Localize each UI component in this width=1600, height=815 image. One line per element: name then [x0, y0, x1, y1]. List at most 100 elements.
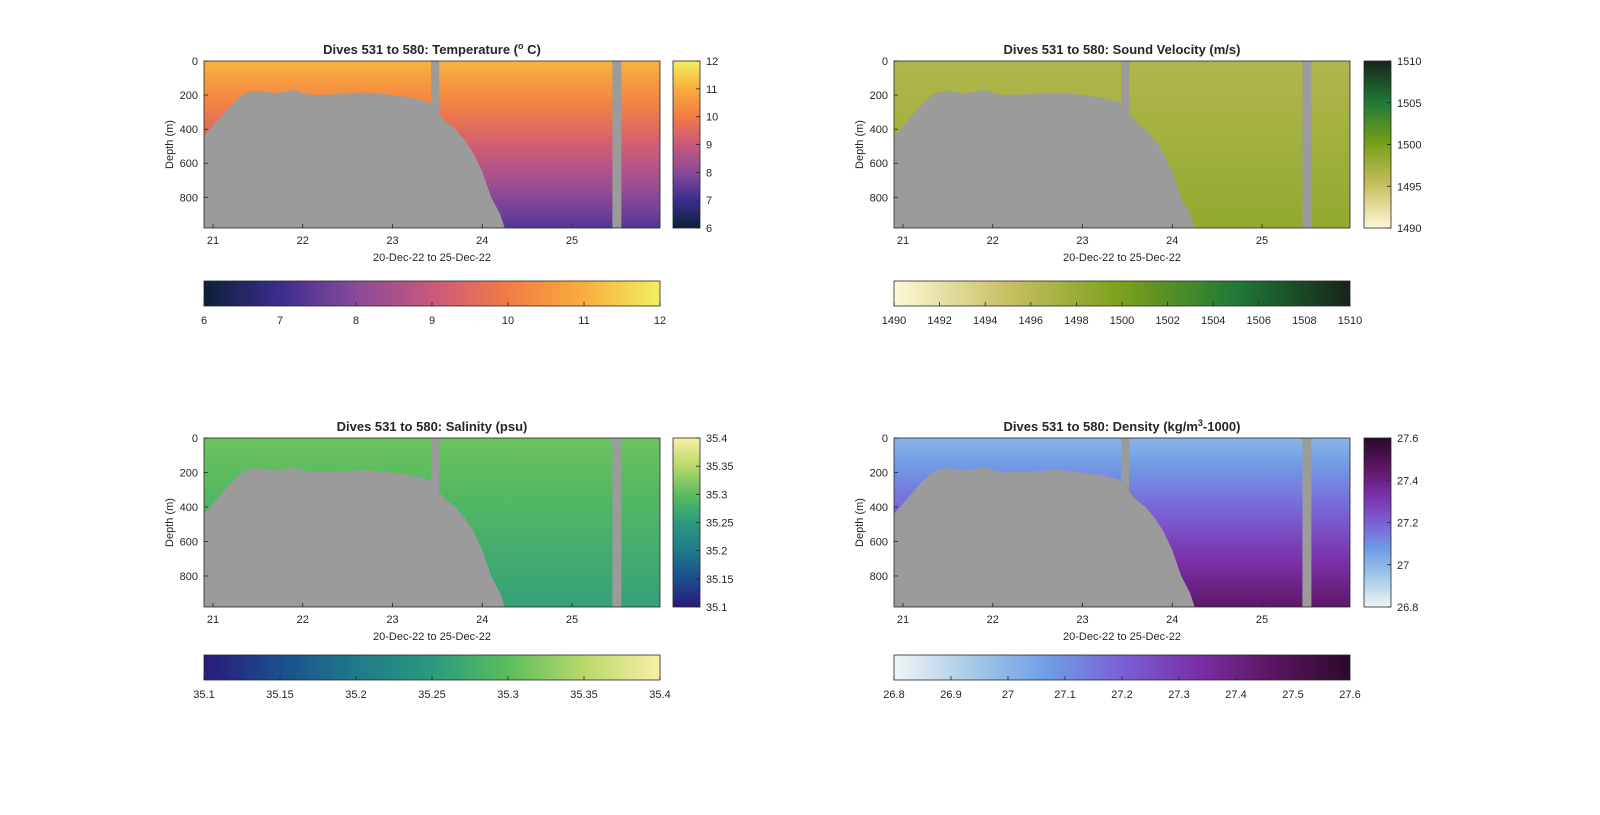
colorbar-h-tick-label: 27.4: [1225, 689, 1246, 701]
y-tick-label: 800: [180, 192, 198, 204]
no-data-mask: [894, 89, 1195, 228]
colorbar-h-tick-label: 12: [654, 315, 666, 327]
colorbar-h-tick-label: 26.9: [940, 689, 961, 701]
y-tick-label: 0: [192, 433, 198, 445]
colorbar-h-tick-label: 1506: [1247, 315, 1271, 327]
colorbar-h-tick-label: 1500: [1110, 315, 1134, 327]
colorbar-tick-label: 27.4: [1397, 475, 1418, 487]
x-tick-label: 25: [566, 614, 578, 626]
colorbar-vertical: [672, 437, 701, 608]
chart-title: Dives 531 to 580: Density (kg/m3-1000): [1004, 418, 1241, 434]
no-data-mask: [204, 89, 505, 228]
y-tick-label: 800: [870, 571, 888, 583]
colorbar-h-tick-label: 35.4: [649, 689, 670, 701]
y-tick-label: 400: [870, 502, 888, 514]
colorbar-h-tick-label: 9: [429, 315, 435, 327]
colorbar-h-tick-label: 11: [578, 315, 589, 327]
colorbar-horizontal: [203, 280, 661, 307]
data-gap: [1121, 438, 1130, 607]
colorbar-tick-label: 35.25: [706, 518, 734, 530]
colorbar-vertical: [1363, 437, 1392, 608]
plot-frame: [203, 60, 661, 229]
y-axis-label: Depth (m): [854, 498, 866, 547]
title-tail: -1000): [1203, 419, 1241, 434]
chart-title: Dives 531 to 580: Temperature (o C): [323, 41, 541, 57]
colorbar-h-tick-label: 10: [502, 315, 514, 327]
y-tick-label: 600: [870, 158, 888, 170]
x-tick-label: 21: [897, 235, 909, 247]
colorbar-h-tick-label: 26.8: [883, 689, 904, 701]
colorbar-h-tick-label: 27.1: [1054, 689, 1075, 701]
y-tick-label: 800: [870, 192, 888, 204]
x-axis-label: 20-Dec-22 to 25-Dec-22: [1063, 631, 1181, 643]
no-data-mask: [204, 467, 505, 607]
y-tick-label: 200: [870, 90, 888, 102]
panel-2: 0 200 400 600 800 21 22 23 24 25 20-Dec-22 to 25-D…: [164, 419, 734, 701]
x-tick-label: 22: [297, 614, 309, 626]
colorbar-tick-label: 35.2: [706, 546, 727, 558]
y-tick-label: 400: [180, 124, 198, 136]
y-tick-label: 600: [870, 536, 888, 548]
chart-title: Dives 531 to 580: Salinity (psu): [337, 419, 528, 434]
y-axis-label: Depth (m): [164, 498, 176, 547]
y-tick-label: 400: [180, 502, 198, 514]
colorbar-tick-label: 35.4: [706, 433, 727, 445]
colorbar-h-tick-label: 35.35: [570, 689, 598, 701]
x-tick-label: 25: [566, 235, 578, 247]
data-gap: [612, 438, 622, 607]
title-text: Dives 531 to 580: Salinity (psu): [337, 419, 528, 434]
heatmap-field: [204, 438, 660, 607]
plot-frame: [893, 60, 1351, 229]
colorbar-horizontal: [203, 654, 661, 681]
colorbar-h-tick-label: 1494: [973, 315, 997, 327]
colorbar-tick-label: 8: [706, 167, 712, 179]
x-tick-label: 24: [476, 235, 488, 247]
x-tick-label: 24: [1166, 235, 1178, 247]
colorbar-tick-label: 6: [706, 223, 712, 235]
colorbar-tick-label: 27: [1397, 560, 1409, 572]
colorbar-h-tick-label: 35.3: [497, 689, 518, 701]
colorbar-vertical: [1363, 60, 1392, 229]
title-tail: C): [524, 42, 541, 57]
panel-1: 0 200 400 600 800 21 22 23 24 25 20-Dec-22 to 25-D…: [854, 42, 1421, 327]
x-tick-label: 22: [987, 614, 999, 626]
x-axis-label: 20-Dec-22 to 25-Dec-22: [373, 252, 491, 264]
x-tick-label: 22: [987, 235, 999, 247]
colorbar-h-tick-label: 1508: [1292, 315, 1316, 327]
title-text: Dives 531 to 580: Sound Velocity (m/s): [1004, 42, 1241, 57]
heatmap-field: [894, 438, 1350, 607]
colorbar-tick-label: 11: [706, 84, 717, 96]
colorbar-tick-label: 35.3: [706, 489, 727, 501]
title-text: Dives 531 to 580: Temperature (: [323, 42, 519, 57]
y-tick-label: 0: [192, 56, 198, 68]
x-tick-label: 21: [897, 614, 909, 626]
title-superscript: 3: [1198, 418, 1203, 428]
colorbar-h-tick-label: 7: [277, 315, 283, 327]
colorbar-h-tick-label: 27.5: [1282, 689, 1303, 701]
colorbar-tick-label: 27.2: [1397, 518, 1418, 530]
x-tick-label: 23: [1076, 235, 1088, 247]
colorbar-h-tick-label: 35.15: [266, 689, 294, 701]
data-gap: [1302, 61, 1312, 228]
no-data-mask: [894, 467, 1195, 607]
panel-3: 0 200 400 600 800 21 22 23 24 25 20-Dec-22 to 25-D…: [854, 418, 1418, 701]
colorbar-h-tick-label: 27.2: [1111, 689, 1132, 701]
x-axis-label: 20-Dec-22 to 25-Dec-22: [373, 631, 491, 643]
heatmap-field: [894, 61, 1350, 228]
colorbar-h-tick-label: 27: [1002, 689, 1014, 701]
colorbar-h-tick-label: 35.25: [418, 689, 446, 701]
colorbar-tick-label: 1505: [1397, 98, 1421, 110]
colorbar-tick-label: 9: [706, 140, 712, 152]
colorbar-tick-label: 35.35: [706, 461, 734, 473]
data-gap: [1302, 438, 1312, 607]
x-tick-label: 23: [386, 614, 398, 626]
y-tick-label: 200: [180, 467, 198, 479]
y-axis-label: Depth (m): [854, 120, 866, 169]
colorbar-h-tick-label: 6: [201, 315, 207, 327]
y-tick-label: 200: [870, 467, 888, 479]
title-superscript: o: [518, 41, 524, 51]
panel-0: 0 200 400 600 800 21 22 23 24 25 20-Dec-22 to 25-D…: [164, 41, 718, 327]
colorbar-tick-label: 1490: [1397, 223, 1421, 235]
colorbar-h-tick-label: 27.3: [1168, 689, 1189, 701]
